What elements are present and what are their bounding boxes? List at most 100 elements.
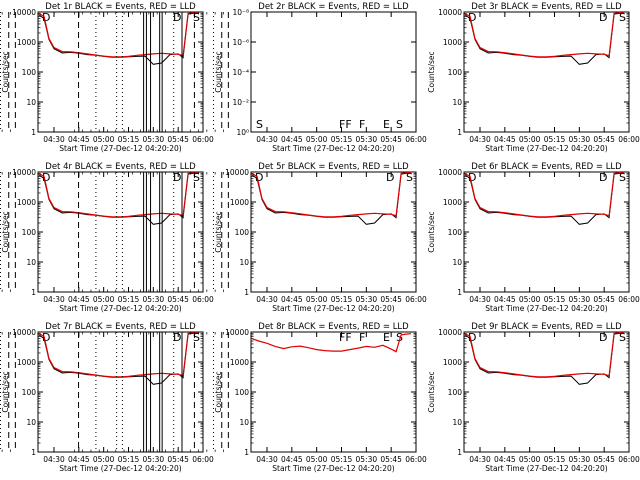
flag-label: F — [359, 331, 365, 344]
x-tick-label: 05:00 — [519, 135, 541, 144]
x-tick-label: 05:45 — [593, 135, 615, 144]
y-tick-label: 1 — [457, 128, 462, 137]
flag-label: D — [599, 331, 607, 344]
x-tick-label: 05:30 — [143, 295, 165, 304]
flag-label: S — [396, 331, 403, 344]
flag-label: D — [173, 171, 181, 184]
y-tick-label: 1 — [244, 448, 249, 457]
x-tick-label: 05:00 — [306, 135, 328, 144]
flag-label: D — [599, 171, 607, 184]
y-tick-label: 10⁻⁴ — [232, 68, 249, 77]
x-tick-label: 04:30 — [256, 135, 278, 144]
series-line-lld — [464, 332, 624, 378]
flag-label: S — [193, 11, 200, 24]
plot-frame — [250, 171, 417, 293]
x-tick-label: 04:30 — [43, 295, 65, 304]
y-axis-label: Counts/sec — [214, 211, 223, 252]
flag-label: S — [193, 331, 200, 344]
x-tick-label: 05:30 — [569, 455, 591, 464]
series-line-lld — [38, 332, 198, 378]
y-tick-label: 10 — [452, 98, 462, 107]
flag-label: D — [468, 171, 476, 184]
x-tick-label: 05:00 — [306, 295, 328, 304]
x-tick-label: 04:30 — [469, 295, 491, 304]
flag-label: E — [383, 118, 390, 131]
y-tick-label: 100 — [448, 388, 463, 397]
y-axis-label: Counts/sec — [1, 211, 10, 252]
y-tick-label: 100 — [448, 228, 463, 237]
flag-label: S — [619, 171, 626, 184]
x-tick-label: 05:15 — [118, 135, 140, 144]
y-tick-label: 1000 — [443, 38, 462, 47]
y-tick-label: 1 — [31, 288, 36, 297]
y-axis-label: Counts/sec — [427, 51, 436, 92]
x-axis-label: Start Time (27-Dec-12 04:20:20) — [59, 304, 181, 313]
y-tick-label: 10000 — [438, 8, 462, 17]
y-tick-label: 1000 — [17, 198, 36, 207]
x-tick-label: 04:45 — [68, 135, 90, 144]
y-tick-label: 100 — [235, 228, 250, 237]
x-tick-label: 05:15 — [118, 295, 140, 304]
y-tick-label: 100 — [22, 388, 37, 397]
y-tick-label: 100 — [448, 68, 463, 77]
x-tick-label: 04:45 — [68, 455, 90, 464]
x-axis-label: Start Time (27-Dec-12 04:20:20) — [59, 144, 181, 153]
x-tick-label: 05:00 — [519, 455, 541, 464]
series-line-lld — [251, 333, 412, 353]
y-tick-label: 1000 — [17, 358, 36, 367]
x-tick-label: 05:30 — [569, 295, 591, 304]
x-tick-label: 06:00 — [405, 455, 427, 464]
x-tick-label: 06:00 — [192, 455, 214, 464]
x-tick-label: 06:00 — [405, 295, 427, 304]
flag-label: S — [619, 331, 626, 344]
plot-frame — [463, 11, 630, 133]
y-tick-label: 10 — [452, 418, 462, 427]
y-tick-label: 1 — [31, 448, 36, 457]
flag-label: S — [619, 11, 626, 24]
panel-det-2r: Det 2r BLACK = Events, RED = LLD 10⁰ 10⁻² 1… — [0, 2, 427, 153]
y-tick-label: 1000 — [443, 198, 462, 207]
flag-label: D — [173, 11, 181, 24]
x-tick-label: 05:15 — [544, 455, 566, 464]
y-axis-label: Counts/sec — [427, 211, 436, 252]
x-tick-label: 04:30 — [43, 455, 65, 464]
panel-title: Det 1r BLACK = Events, RED = LLD — [45, 2, 196, 12]
x-axis-label: Start Time (27-Dec-12 04:20:20) — [59, 464, 181, 473]
y-tick-label: 1000 — [443, 358, 462, 367]
x-tick-label: 05:45 — [167, 455, 189, 464]
x-tick-label: 05:30 — [143, 135, 165, 144]
plot-frame — [37, 11, 204, 133]
y-axis-label: Counts/sec — [214, 371, 223, 412]
x-axis-label: Start Time (27-Dec-12 04:20:20) — [485, 144, 607, 153]
series-line-lld — [38, 172, 198, 218]
y-axis-label: Counts/sec — [214, 51, 223, 92]
x-tick-label: 05:30 — [356, 295, 378, 304]
x-tick-label: 04:30 — [469, 455, 491, 464]
x-tick-label: 05:30 — [569, 135, 591, 144]
x-tick-label: 04:45 — [494, 135, 516, 144]
x-tick-label: 04:45 — [494, 455, 516, 464]
y-axis-label: Counts/sec — [1, 371, 10, 412]
panel-det-1r: Det 1r BLACK = Events, RED = LLD 1 10 100 10… — [1, 2, 214, 153]
x-tick-label: 05:45 — [167, 295, 189, 304]
panel-title: Det 9r BLACK = Events, RED = LLD — [471, 322, 622, 332]
y-tick-label: 10 — [26, 418, 36, 427]
x-tick-label: 06:00 — [192, 295, 214, 304]
x-tick-label: 05:00 — [306, 455, 328, 464]
series-line-lld — [38, 12, 198, 58]
x-tick-label: 04:30 — [469, 135, 491, 144]
flag-label: D — [255, 171, 263, 184]
y-tick-label: 10 — [239, 418, 249, 427]
plot-frame — [463, 171, 630, 293]
flag-label: E — [383, 331, 390, 344]
y-tick-label: 1 — [244, 288, 249, 297]
x-tick-label: 04:45 — [281, 135, 303, 144]
flag-label: D — [386, 171, 394, 184]
y-tick-label: 1000 — [230, 198, 249, 207]
x-tick-label: 06:00 — [618, 455, 640, 464]
flag-label: D — [42, 171, 50, 184]
x-tick-label: 06:00 — [192, 135, 214, 144]
panel-det-6r: Det 6r BLACK = Events, RED = LLD11010010… — [74, 162, 640, 313]
panel-det-3r: Det 3r BLACK = Events, RED = LLD 1 10 100 10… — [74, 2, 640, 153]
y-tick-label: 100 — [22, 68, 37, 77]
